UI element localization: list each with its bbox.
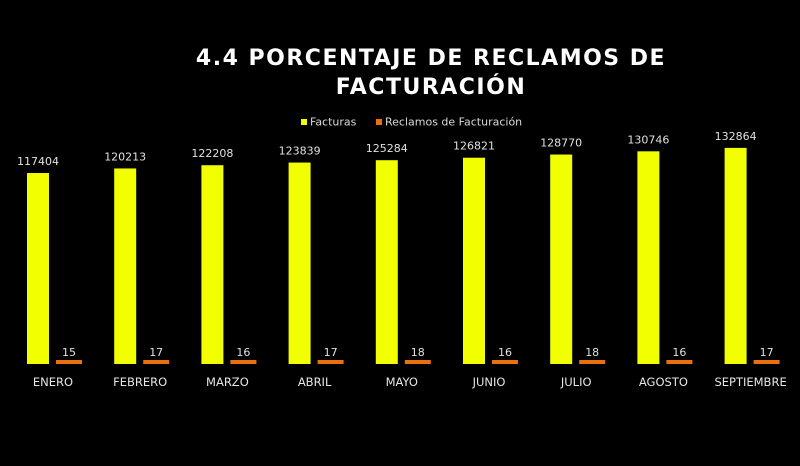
bar-reclamos	[404, 360, 431, 364]
data-label-facturas: 122208	[191, 147, 233, 160]
chart-x-axis: ENERO FEBRERO MARZO ABRIL MAYO JUNIO JULIO AGOS…	[33, 375, 787, 389]
data-label-facturas: 117404	[17, 155, 59, 168]
chart-title-line: FACTURACIÓN	[336, 74, 526, 100]
x-axis-tick-label: ENERO	[33, 375, 73, 389]
data-label-facturas: 123839	[279, 145, 321, 158]
bar-reclamos	[56, 360, 82, 364]
bar-reclamos	[579, 360, 606, 364]
data-label-reclamos: 17	[149, 346, 163, 359]
x-axis-tick-label: FEBRERO	[113, 375, 167, 389]
legend-swatch	[301, 119, 307, 125]
bar-facturas	[637, 151, 660, 364]
legend-label: Reclamos de Facturación	[385, 116, 522, 129]
bar-facturas	[288, 162, 311, 364]
x-axis-tick-label: MARZO	[206, 375, 249, 389]
bar-reclamos	[753, 360, 780, 364]
data-label-facturas: 126821	[453, 140, 495, 153]
x-axis-tick-label: JUNIO	[472, 375, 506, 389]
data-label-reclamos: 16	[672, 346, 686, 359]
data-label-reclamos: 18	[411, 346, 425, 359]
data-label-reclamos: 18	[585, 346, 599, 359]
bar-facturas	[27, 173, 49, 364]
chart-data-labels: 117404 15 120213 17 122208 16 123839 17 125284 18…	[17, 130, 774, 359]
data-label-reclamos: 17	[324, 346, 338, 359]
bar-facturas	[375, 160, 398, 364]
data-label-reclamos: 17	[760, 346, 774, 359]
bar-facturas	[463, 157, 485, 364]
bar-facturas	[201, 165, 224, 364]
bar-reclamos	[143, 360, 170, 364]
data-label-facturas: 132864	[715, 130, 757, 143]
chart-title-line: 4.4 PORCENTAJE DE RECLAMOS DE	[196, 46, 666, 71]
bar-facturas	[724, 147, 747, 364]
data-label-facturas: 125284	[366, 142, 408, 155]
legend-label: Facturas	[310, 116, 357, 129]
data-label-facturas: 128770	[540, 137, 582, 150]
data-label-reclamos: 16	[498, 346, 512, 359]
bar-reclamos	[317, 360, 344, 364]
chart-bars	[27, 147, 780, 364]
bar-facturas	[550, 154, 573, 364]
bar-reclamos	[230, 360, 257, 364]
data-label-facturas: 120213	[104, 150, 146, 163]
x-axis-tick-label: JULIO	[560, 375, 592, 389]
data-label-reclamos: 16	[236, 346, 250, 359]
legend-swatch	[376, 119, 382, 125]
data-label-reclamos: 15	[62, 346, 76, 359]
data-label-facturas: 130746	[627, 133, 669, 146]
bar-facturas	[114, 168, 137, 364]
bar-reclamos	[492, 360, 518, 364]
x-axis-tick-label: ABRIL	[298, 375, 332, 389]
x-axis-tick-label: AGOSTO	[639, 375, 688, 389]
x-axis-tick-label: MAYO	[386, 375, 418, 389]
chart-title: 4.4 PORCENTAJE DE RECLAMOS DE FACTURACIÓN	[196, 46, 666, 100]
bar-reclamos	[666, 360, 693, 364]
x-axis-tick-label: SEPTIEMBRE	[714, 375, 786, 389]
chart-legend: Facturas Reclamos de Facturación	[301, 116, 522, 129]
